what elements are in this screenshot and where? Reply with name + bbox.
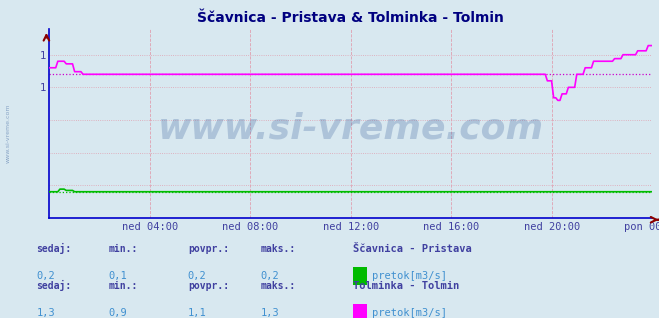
Text: sedaj:: sedaj: xyxy=(36,280,71,291)
Text: pretok[m3/s]: pretok[m3/s] xyxy=(372,272,447,281)
Title: Ščavnica - Pristava & Tolminka - Tolmin: Ščavnica - Pristava & Tolminka - Tolmin xyxy=(198,11,504,25)
Text: povpr.:: povpr.: xyxy=(188,281,229,291)
Text: pretok[m3/s]: pretok[m3/s] xyxy=(372,308,447,318)
Text: 0,9: 0,9 xyxy=(109,308,127,318)
Text: sedaj:: sedaj: xyxy=(36,243,71,254)
Text: Tolminka - Tolmin: Tolminka - Tolmin xyxy=(353,281,459,291)
Text: 0,2: 0,2 xyxy=(36,272,55,281)
Text: 0,2: 0,2 xyxy=(260,272,279,281)
Text: 1,3: 1,3 xyxy=(260,308,279,318)
Text: min.:: min.: xyxy=(109,281,138,291)
Text: maks.:: maks.: xyxy=(260,281,295,291)
Text: maks.:: maks.: xyxy=(260,245,295,254)
Text: www.si-vreme.com: www.si-vreme.com xyxy=(5,104,11,163)
Text: 0,1: 0,1 xyxy=(109,272,127,281)
Text: 1,1: 1,1 xyxy=(188,308,206,318)
Text: min.:: min.: xyxy=(109,245,138,254)
Text: 0,2: 0,2 xyxy=(188,272,206,281)
Text: Ščavnica - Pristava: Ščavnica - Pristava xyxy=(353,245,471,254)
Text: povpr.:: povpr.: xyxy=(188,245,229,254)
Text: www.si-vreme.com: www.si-vreme.com xyxy=(158,112,544,146)
Text: 1,3: 1,3 xyxy=(36,308,55,318)
